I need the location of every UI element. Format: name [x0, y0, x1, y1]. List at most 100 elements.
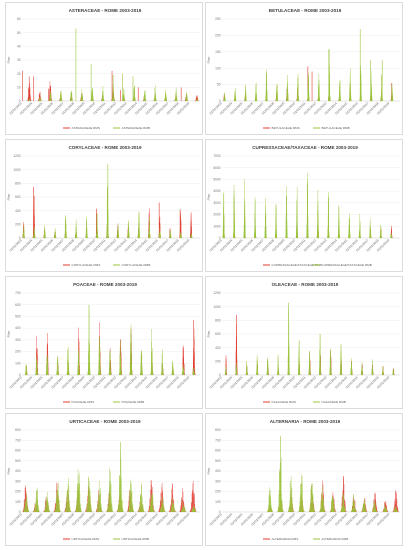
- legend-label: POACEAE RMB: [122, 400, 145, 404]
- y-tick-label: 100: [215, 66, 221, 70]
- chart-title: URTICACEAE - ROME 2003-2019: [69, 419, 141, 424]
- series-rmb-group: [24, 304, 195, 375]
- y-tick-label: 400: [15, 209, 21, 213]
- chart-title: BETULACEAE - ROME 2003-2019: [269, 8, 342, 13]
- legend-label: ASTERACEAE RMS: [72, 126, 101, 130]
- y-tick-label: 200: [215, 34, 221, 38]
- y-tick-label: 400: [15, 326, 21, 330]
- y-tick-label: 100: [215, 500, 221, 504]
- y-tick-label: 200: [15, 490, 21, 494]
- series-rmb-group: [22, 164, 193, 238]
- chart-panel-4: CUPRESSACEAE/TAXACEAE - ROME 2003-2019 0 1…: [205, 139, 403, 272]
- legend-label: CUPRESSACEAE/TAXACEAE RMS: [272, 263, 322, 267]
- y-tick-label: 300: [15, 338, 21, 342]
- chart-panel-3: CORYLACEAE - ROME 2003-2019 0 200 400 600 800…: [5, 139, 203, 272]
- y-tick-label: 200: [15, 222, 21, 226]
- y-tick-label: 800: [15, 428, 21, 432]
- y-tick-label: 600: [215, 332, 221, 336]
- y-tick-label: 600: [15, 449, 21, 453]
- legend-label: BETULACEAE RMB: [322, 126, 350, 130]
- y-tick-label: 0: [219, 236, 221, 240]
- y-tick-label: 600: [15, 195, 21, 199]
- y-tick-label: 20: [17, 72, 21, 76]
- y-tick-label: 1000: [213, 224, 220, 228]
- y-tick-label: 200: [15, 350, 21, 354]
- y-tick-label: 800: [215, 318, 221, 322]
- y-tick-label: 1200: [13, 154, 20, 158]
- chart-svg: URTICACEAE - ROME 2003-2019 0 100 200 300 400…: [7, 419, 200, 541]
- y-tick-label: 200: [215, 490, 221, 494]
- y-tick-label: 4000: [213, 189, 220, 193]
- legend-label: CORYLACEAE RMB: [122, 263, 151, 267]
- chart-svg: CORYLACEAE - ROME 2003-2019 0 200 400 600 800…: [7, 145, 200, 267]
- y-axis-label: P/m³: [7, 331, 11, 338]
- y-tick-label: 3000: [213, 201, 220, 205]
- chart-panel-7: URTICACEAE - ROME 2003-2019 0 100 200 300 400…: [5, 413, 203, 546]
- y-tick-label: 0: [219, 373, 221, 377]
- y-tick-label: 0: [19, 373, 21, 377]
- series-rmb-group: [222, 172, 393, 238]
- chart-panel-5: POACEAE - ROME 2003-2019 0 100 200 300 400 500…: [5, 276, 203, 409]
- y-tick-label: 2000: [213, 213, 220, 217]
- y-tick-label: 0: [19, 510, 21, 514]
- y-axis-label: P/m³: [207, 57, 211, 64]
- legend-label: URTICACEAE RMB: [122, 537, 150, 541]
- y-tick-label: 7000: [213, 154, 220, 158]
- y-tick-label: 50: [17, 31, 21, 35]
- y-tick-label: 1000: [13, 168, 20, 172]
- chart-title: POACEAE - ROME 2003-2019: [73, 282, 137, 287]
- y-tick-label: 50: [217, 83, 221, 87]
- y-tick-label: 10: [17, 85, 21, 89]
- legend-label: OLEACEAE RMB: [322, 400, 346, 404]
- legend-label: CUPRESSACEAE/TAXACEAE RMB: [322, 263, 372, 267]
- y-tick-label: 1200: [213, 291, 220, 295]
- chart-title: CORYLACEAE - ROME 2003-2019: [68, 145, 142, 150]
- chart-svg: CUPRESSACEAE/TAXACEAE - ROME 2003-2019 0 1…: [207, 145, 400, 267]
- y-tick-label: 1000: [213, 305, 220, 309]
- legend-label: BETULACEAE RMS: [272, 126, 300, 130]
- y-tick-label: 400: [215, 469, 221, 473]
- series-rmb-group: [223, 29, 394, 101]
- chart-svg: ASTERACEAE - ROME 2003-2019 0 10 20 30 40 50 60…: [7, 8, 200, 130]
- y-tick-label: 30: [17, 58, 21, 62]
- y-tick-label: 200: [215, 359, 221, 363]
- y-tick-label: 500: [15, 459, 21, 463]
- chart-svg: ALTERNARIA - ROME 2003-2019 0 100 200 300 400…: [207, 419, 400, 541]
- y-axis-label: P/m³: [7, 57, 11, 64]
- series-rmb-group: [23, 442, 197, 512]
- chart-title: OLEACEAE - ROME 2003-2019: [272, 282, 339, 287]
- chart-svg: POACEAE - ROME 2003-2019 0 100 200 300 400 500…: [7, 282, 200, 404]
- chart-title: CUPRESSACEAE/TAXACEAE - ROME 2003-2019: [252, 145, 358, 150]
- y-tick-label: 150: [215, 50, 221, 54]
- chart-panel-6: OLEACEAE - ROME 2003-2019 0 200 400 600 800 10…: [205, 276, 403, 409]
- y-tick-label: 0: [19, 236, 21, 240]
- y-tick-label: 400: [215, 346, 221, 350]
- y-tick-label: 600: [15, 303, 21, 307]
- y-tick-label: 500: [15, 315, 21, 319]
- y-axis-label: P/m³: [207, 331, 211, 338]
- y-tick-label: 0: [19, 99, 21, 103]
- chart-panel-8: ALTERNARIA - ROME 2003-2019 0 100 200 300 400…: [205, 413, 403, 546]
- chart-title: ALTERNARIA - ROME 2003-2019: [270, 419, 341, 424]
- y-tick-label: 300: [215, 479, 221, 483]
- chart-svg: OLEACEAE - ROME 2003-2019 0 200 400 600 800 10…: [207, 282, 400, 404]
- y-axis-label: P/m³: [7, 468, 11, 475]
- y-tick-label: 700: [15, 438, 21, 442]
- series-rms-group: [22, 70, 199, 101]
- chart-panel-1: ASTERACEAE - ROME 2003-2019 0 10 20 30 40 50 60…: [5, 2, 203, 135]
- y-tick-label: 400: [15, 469, 21, 473]
- legend-label: ASTERACEAE RMB: [122, 126, 151, 130]
- y-axis-label: P/m³: [207, 194, 211, 201]
- legend-label: OLEACEAE RMS: [272, 400, 296, 404]
- y-tick-label: 0: [219, 99, 221, 103]
- series-rmb-group: [28, 28, 199, 101]
- y-axis-label: P/m³: [7, 194, 11, 201]
- y-tick-label: 6000: [213, 166, 220, 170]
- legend-label: CORYLACEAE RMS: [72, 263, 101, 267]
- y-tick-label: 800: [15, 181, 21, 185]
- y-tick-label: 300: [15, 479, 21, 483]
- y-tick-label: 250: [215, 17, 221, 21]
- y-tick-label: 0: [219, 510, 221, 514]
- y-tick-label: 100: [15, 500, 21, 504]
